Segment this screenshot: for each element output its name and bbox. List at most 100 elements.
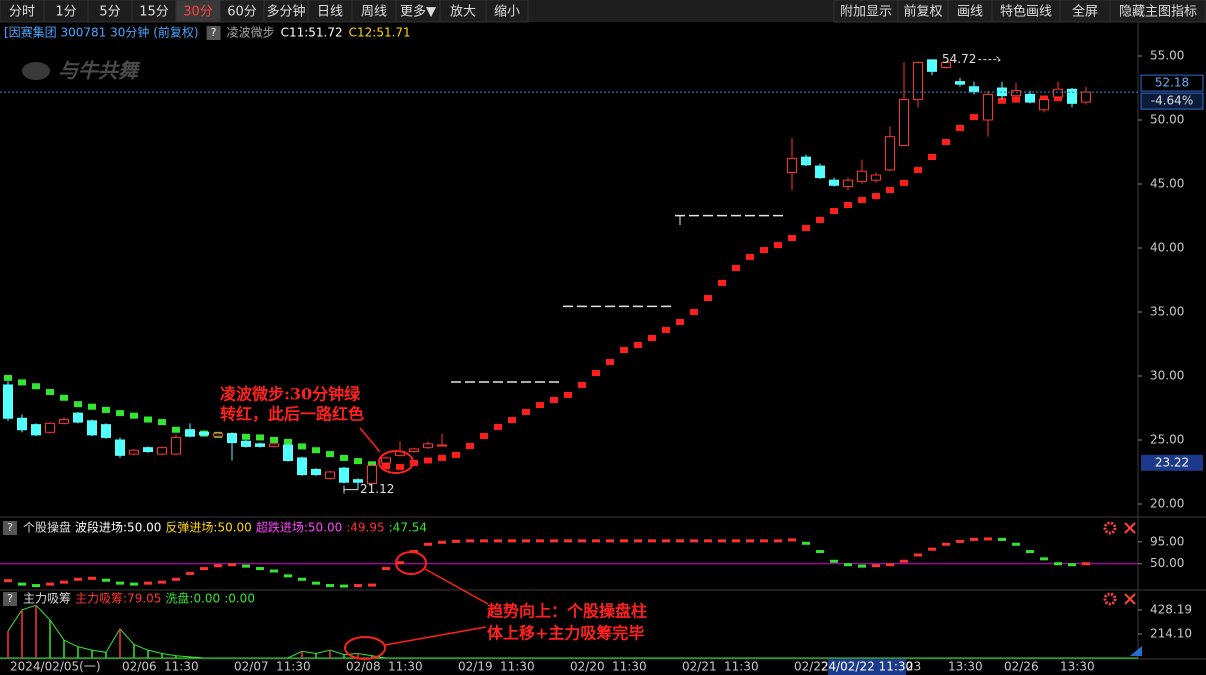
step-marker — [144, 416, 152, 423]
low-arrow — [343, 485, 358, 494]
help-button[interactable] — [3, 521, 17, 535]
indicator-value: 主力吸筹:79.05 — [75, 592, 161, 606]
step-marker — [704, 295, 712, 302]
help-label[interactable]: ? — [211, 26, 217, 39]
candle-body — [353, 479, 363, 483]
crosshair-price-badge — [1141, 454, 1203, 471]
change-badge — [1140, 92, 1204, 110]
candle-body — [3, 384, 13, 419]
candle-body — [171, 436, 181, 455]
candle-body — [367, 465, 377, 485]
candle-body — [59, 419, 69, 424]
step-marker — [410, 460, 418, 467]
help-label[interactable]: ? — [7, 592, 13, 605]
candle-body — [255, 443, 265, 447]
candle-body — [269, 443, 279, 447]
step-marker — [914, 167, 922, 174]
step-marker — [718, 279, 726, 286]
y-tick-label: 214.10 — [1150, 627, 1192, 641]
indicator-value: 超跌进场:50.00 — [256, 520, 342, 535]
step-marker — [564, 391, 572, 398]
y-tick-label: 45.00 — [1150, 177, 1184, 191]
step-marker — [746, 253, 754, 260]
toolbar-label[interactable]: 15分 — [139, 5, 169, 20]
toolbar-label[interactable]: 放大 — [450, 5, 476, 20]
step-marker — [340, 454, 348, 461]
toolbar-label[interactable]: 前复权 — [903, 4, 942, 20]
toolbar-label[interactable]: 特色画线 — [1000, 4, 1052, 20]
step-marker — [452, 451, 460, 458]
toolbar-label[interactable]: 多分钟 — [266, 4, 305, 20]
toolbar-label[interactable]: 5分 — [99, 5, 120, 20]
toolbar-button[interactable] — [1109, 0, 1206, 23]
help-button[interactable] — [3, 592, 17, 606]
close-button[interactable] — [1124, 593, 1136, 605]
indicator-value: :49.95 — [346, 521, 384, 535]
x-tick-label: 02/07 — [234, 660, 269, 674]
indicator-name: 凌波微步 — [227, 26, 275, 40]
candle-body — [339, 467, 349, 483]
step-marker — [396, 463, 404, 470]
candle-body — [955, 81, 965, 85]
toolbar-label[interactable]: 画线 — [957, 5, 983, 20]
x-tick-label: 02/26 — [1004, 660, 1039, 674]
candle-body — [17, 417, 27, 431]
candle-body — [241, 440, 251, 447]
annotation-circle — [344, 636, 386, 660]
toolbar-label[interactable]: 分时 — [9, 5, 35, 20]
y-tick-label: 428.19 — [1150, 603, 1192, 617]
y-tick-label: 50.00 — [1150, 556, 1184, 570]
indicator-value: 洗盘:0.00 — [165, 591, 220, 606]
crosshair-price: 23.22 — [1155, 455, 1189, 469]
close-button[interactable] — [1124, 522, 1136, 534]
corner-mark — [1130, 646, 1142, 656]
toolbar-label[interactable]: 周线 — [361, 5, 387, 20]
x-tick-label: 02/06 — [122, 660, 157, 674]
candle-body — [829, 179, 839, 186]
x-tick-label: 13:30 — [1060, 660, 1095, 674]
candle-body — [801, 156, 811, 166]
toolbar-label[interactable]: 1分 — [55, 5, 76, 20]
step-marker — [312, 447, 320, 454]
help-button[interactable] — [206, 26, 221, 40]
toolbar-label[interactable]: 附加显示 — [840, 5, 892, 20]
toolbar-label[interactable]: 隐藏主图指标 — [1119, 5, 1197, 20]
toolbar-label[interactable]: 日线 — [317, 5, 343, 20]
x-tick-label: 11:30 — [388, 660, 423, 674]
toolbar-label[interactable]: 60分 — [227, 5, 257, 20]
indicator-value: :0.00 — [224, 592, 255, 606]
candle-body — [87, 420, 97, 436]
step-marker — [578, 381, 586, 388]
toolbar-label[interactable]: 30分 — [183, 5, 213, 20]
step-marker — [886, 187, 894, 194]
settings-button[interactable] — [1103, 521, 1117, 535]
help-label[interactable]: ? — [7, 521, 13, 534]
candle-body — [1067, 88, 1077, 104]
last-price: 52.18 — [1155, 76, 1189, 90]
step-marker — [284, 438, 292, 445]
toolbar-label[interactable]: 缩小 — [494, 4, 520, 20]
step-marker — [494, 423, 502, 430]
y-tick-label: 55.00 — [1150, 49, 1184, 63]
stock-title: [因赛集团 300781 30分钟 (前复权) — [4, 25, 199, 40]
step-marker — [46, 388, 54, 395]
x-tick-label: 11:30 — [612, 660, 647, 674]
candle-body — [885, 136, 895, 171]
toolbar-label[interactable]: 全屏 — [1072, 4, 1098, 20]
x-tick-label: 13:30 — [948, 660, 983, 674]
y-tick-label: 95.00 — [1150, 534, 1184, 548]
candle-body — [185, 429, 195, 437]
low-mark: 21.12 — [360, 482, 394, 496]
step-marker — [900, 179, 908, 186]
candle-body — [423, 443, 433, 449]
settings-button[interactable] — [1103, 592, 1117, 606]
step-marker — [88, 403, 96, 410]
candle-body — [213, 433, 223, 437]
toolbar-button[interactable] — [485, 0, 529, 23]
y-tick-label: 35.00 — [1150, 304, 1184, 318]
step-marker — [928, 153, 936, 160]
toolbar-label[interactable]: 更多▼ — [400, 4, 436, 20]
x-tick-label: 11:30 — [724, 660, 759, 674]
